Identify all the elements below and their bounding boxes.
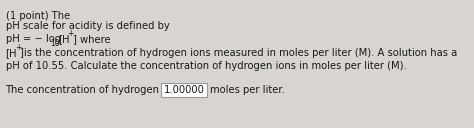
- Text: pH scale for acidity is defined by: pH scale for acidity is defined by: [6, 22, 169, 31]
- Text: ]is the concentration of hydrogen ions measured in moles per liter (M). A soluti: ]is the concentration of hydrogen ions m…: [20, 48, 457, 58]
- Text: moles per liter.: moles per liter.: [210, 85, 285, 95]
- Text: [H: [H: [58, 34, 70, 44]
- Text: pH of 10.55. Calculate the concentration of hydrogen ions in moles per liter (M): pH of 10.55. Calculate the concentration…: [6, 61, 406, 71]
- Text: +: +: [15, 43, 21, 52]
- Text: +: +: [67, 29, 74, 38]
- Text: (1 point) The: (1 point) The: [6, 11, 70, 21]
- Text: The concentration of hydrogen ions is: The concentration of hydrogen ions is: [6, 85, 198, 95]
- Text: [H: [H: [6, 48, 17, 58]
- Text: 1.00000: 1.00000: [164, 85, 204, 95]
- FancyBboxPatch shape: [161, 83, 207, 97]
- Text: 10: 10: [50, 39, 60, 48]
- Text: pH = − log: pH = − log: [6, 34, 61, 44]
- Text: ] where: ] where: [73, 34, 110, 44]
